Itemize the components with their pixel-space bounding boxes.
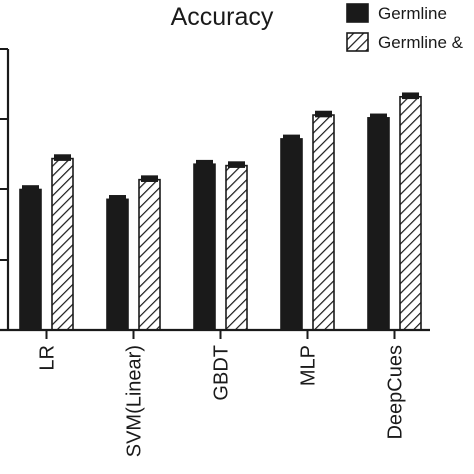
error-bar <box>370 113 387 121</box>
bars-group <box>19 92 422 331</box>
bar-germline-combined-deepcues <box>399 95 422 331</box>
legend-swatch-germline <box>346 3 369 23</box>
bar-germline-combined-svm-linear- <box>138 178 161 331</box>
axes-group: LR SVM(Linear) GBDT MLP DeepCues <box>0 48 430 457</box>
error-bar <box>196 159 213 167</box>
bar-germline-lr <box>19 188 42 331</box>
legend: Germline Germline & <box>346 3 464 52</box>
bar-germline-mlp <box>280 138 303 331</box>
x-tick-label-deepcues: DeepCues <box>385 345 407 440</box>
bar-germline-gbdt <box>193 163 216 331</box>
error-bar <box>141 175 158 182</box>
x-tick-label-svm-linear-: SVM(Linear) <box>124 345 146 457</box>
error-bar <box>228 161 245 168</box>
chart-title: Accuracy <box>171 3 274 31</box>
bar-germline-combined-mlp <box>312 114 335 331</box>
legend-label-germline-combined: Germline & <box>378 33 464 52</box>
x-tick-label-mlp: MLP <box>298 345 320 386</box>
bar-germline-combined-gbdt <box>225 164 248 331</box>
legend-label-germline: Germline <box>378 4 447 23</box>
error-bar <box>315 110 332 118</box>
error-bar <box>402 92 419 100</box>
error-bar <box>54 154 71 161</box>
bar-germline-combined-lr <box>51 157 74 331</box>
bar-germline-svm-linear- <box>106 198 129 331</box>
bar-germline-deepcues <box>367 117 390 331</box>
error-bar <box>22 185 39 192</box>
x-tick-label-gbdt: GBDT <box>211 345 233 401</box>
error-bar <box>109 195 126 202</box>
legend-swatch-germline-combined <box>346 32 369 52</box>
x-tick-label-lr: LR <box>37 345 59 371</box>
error-bar <box>283 134 300 142</box>
